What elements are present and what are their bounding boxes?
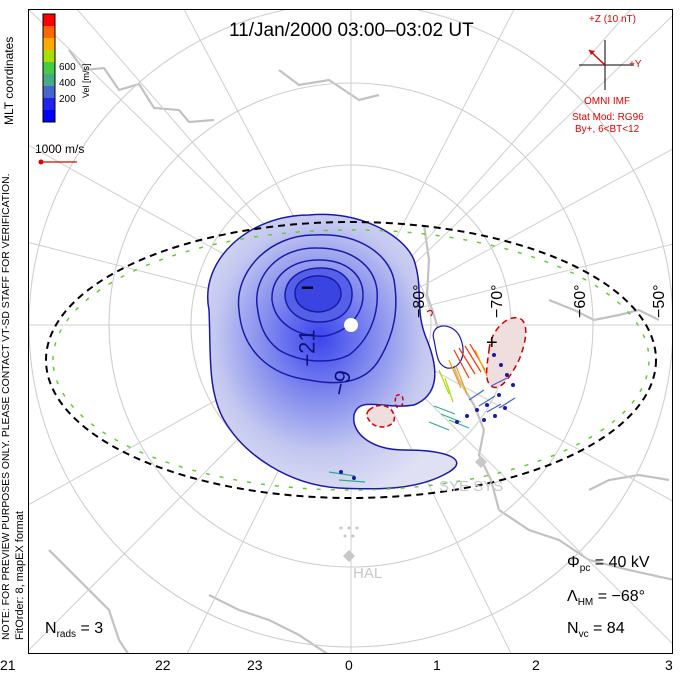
fit-order-label: FitOrder: 8, mapEX format (14, 511, 26, 640)
velocity-points (339, 353, 515, 480)
stat-n-rads: Nrads = 3 (45, 620, 104, 641)
colorbar-tick-400: 400 (59, 78, 76, 89)
mlt-tick-21: 21 (0, 657, 16, 673)
preview-note: NOTE: FOR PREVIEW PURPOSES ONLY. PLEASE … (1, 173, 12, 641)
imf-source: OMNI IMF (584, 96, 631, 107)
left-sidebar: MLT coordinates NOTE: FOR PREVIEW PURPOS… (0, 0, 28, 645)
lat-label-80: −80° (411, 284, 428, 318)
station-label-hal: HAL (353, 565, 383, 582)
contour-label-9: −9 (326, 368, 356, 398)
mlt-tick-3: 3 (665, 657, 673, 673)
contour-label-21: −21 (294, 329, 320, 367)
colorbar-tick-200: 200 (59, 94, 76, 105)
mlt-tick-0: 0 (345, 657, 353, 673)
lat-label-60: −60° (572, 284, 589, 318)
imf-model: Stat Mod: RG96 (572, 112, 644, 123)
max-marker: + (486, 332, 498, 354)
colorbar-swatch (43, 26, 55, 39)
stat-n-vc: Nvc = 84 (567, 620, 625, 641)
stat-lambda-hm: ΛHM = −68° (567, 588, 646, 609)
imf-condition: By+, 6<BT<12 (575, 124, 640, 135)
velocity-vectors (328, 343, 516, 483)
pole-marker (344, 318, 358, 332)
stat-phi-pc: Φpc = 40 kV (567, 554, 650, 575)
station-markers (339, 456, 487, 562)
imf-y-label: +Y (629, 59, 642, 70)
convection-map (29, 10, 672, 653)
hm-boundary (45, 221, 657, 499)
colorbar-swatch (43, 110, 55, 123)
colorbar-swatch (43, 38, 55, 51)
positive-cell (366, 309, 527, 428)
imf-z-label: +Z (10 nT) (589, 14, 636, 25)
mlt-tick-22: 22 (155, 657, 171, 673)
colorbar-border (42, 13, 56, 123)
colorbar-swatch (43, 50, 55, 63)
map-frame: 11/Jan/2000 03:00–03:02 UT 1000 m/s 600 … (28, 9, 673, 654)
station-label-sye-sys: SYE SYS (439, 478, 504, 495)
vector-scale-label: 1000 m/s (35, 142, 85, 156)
colorbar-label: Vel [m/s] (81, 63, 91, 98)
page-title: 11/Jan/2000 03:00–03:02 UT (229, 20, 474, 41)
lat-label-70: −70° (489, 284, 506, 318)
colorbar-swatch (43, 62, 55, 75)
imf-dial (579, 40, 634, 90)
colorbar-tick-600: 600 (59, 62, 76, 73)
coordinates-label: MLT coordinates (2, 36, 16, 125)
mlt-tick-23: 23 (247, 657, 263, 673)
mlt-tick-1: 1 (433, 657, 441, 673)
colorbar-swatch (43, 14, 55, 27)
lat-label-50: −50° (651, 284, 668, 318)
colorbar-swatch (43, 86, 55, 99)
colorbar-swatch (43, 74, 55, 87)
mlt-tick-2: 2 (532, 657, 540, 673)
colorbar-swatch (43, 98, 55, 111)
min-marker: − (301, 275, 314, 300)
vector-scale-bar (38, 159, 77, 165)
velocity-colorbar (42, 13, 56, 123)
negative-cell (207, 213, 464, 490)
